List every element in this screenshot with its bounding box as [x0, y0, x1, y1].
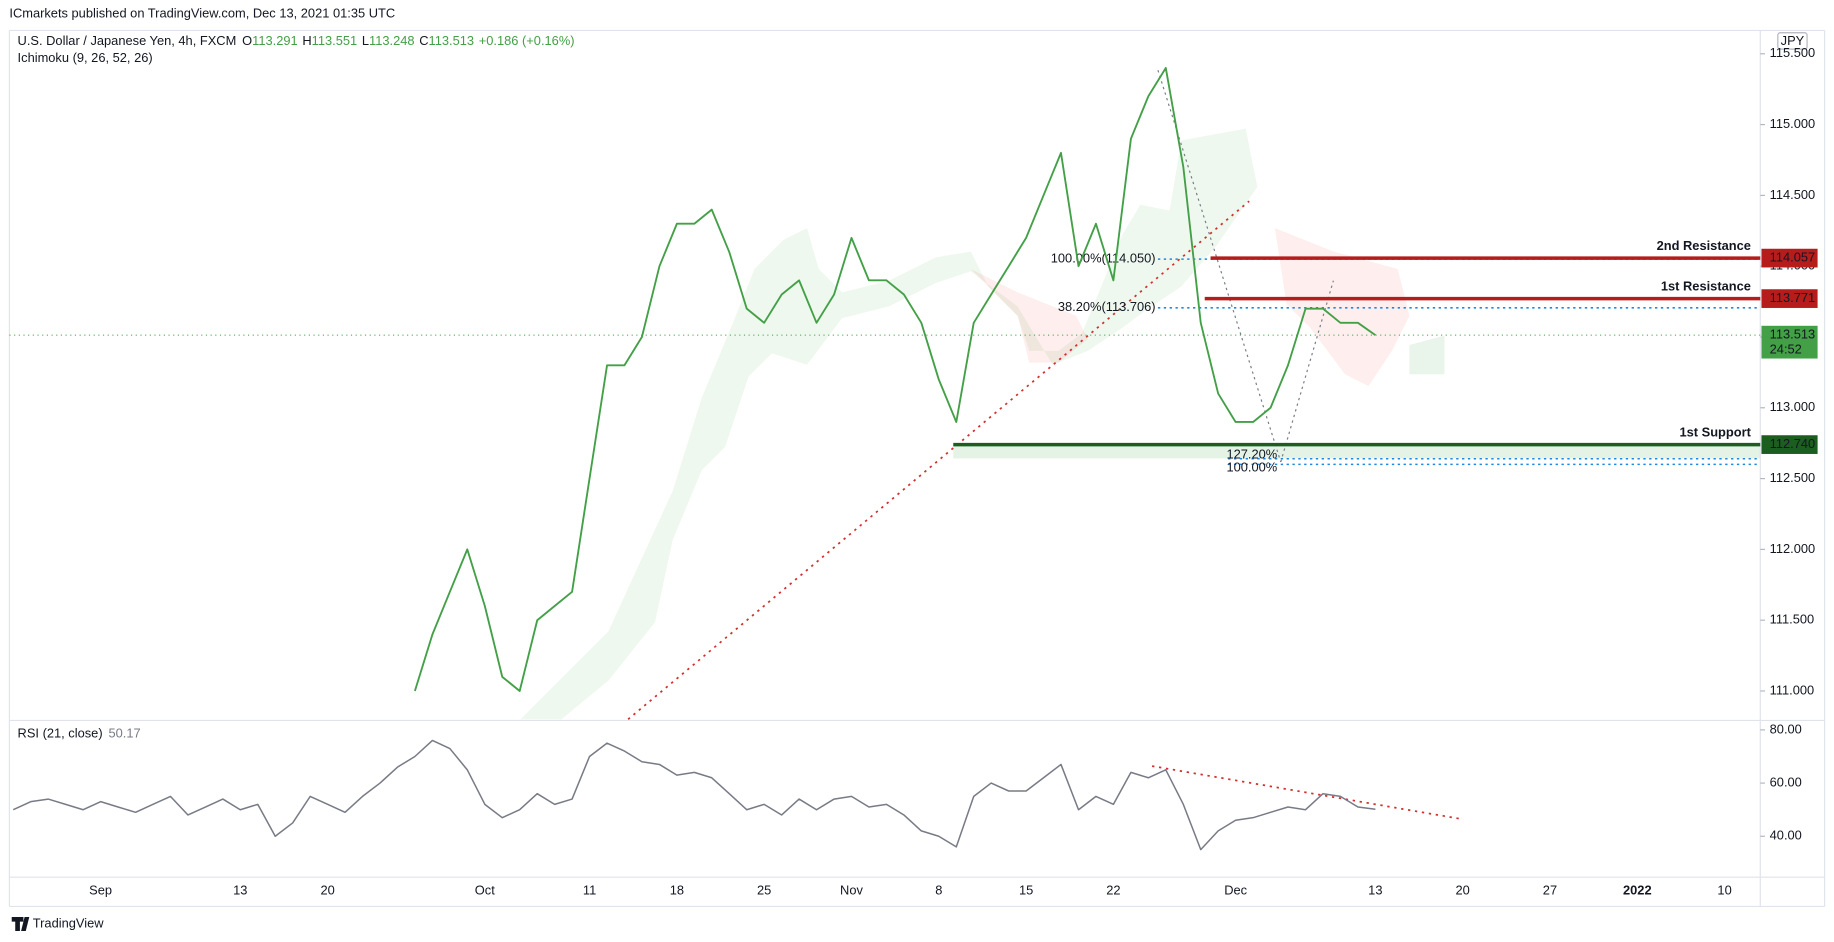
y-tick-label: 111.500: [1770, 612, 1815, 627]
rsi-trendline: [1151, 765, 1460, 820]
x-tick-label: Oct: [475, 883, 495, 898]
symbol-title: U.S. Dollar / Japanese Yen, 4h, FXCM: [18, 33, 237, 48]
y-tick-label: 114.500: [1770, 187, 1816, 202]
ichimoku-cloud: [520, 128, 1258, 720]
x-tick-label: 27: [1543, 883, 1557, 898]
rsi-line: [12, 739, 1376, 851]
x-tick-label: Dec: [1224, 883, 1247, 898]
fib-label: 100.00%: [1226, 459, 1277, 474]
ichimoku-cloud: [970, 269, 1088, 363]
level-badge: [1761, 289, 1818, 308]
x-tick-label: 25: [757, 883, 771, 898]
trendline: [627, 200, 1250, 720]
price-change: +0.186 (+0.16%): [479, 33, 575, 48]
y-tick-label: 111.000: [1770, 682, 1815, 697]
level-value: 114.057: [1770, 249, 1816, 264]
support-zone: [953, 444, 1761, 459]
footer: TradingView: [33, 915, 104, 930]
level-label: 1st Support: [1679, 424, 1751, 439]
fib-trendline: [1280, 280, 1334, 463]
price-line: [413, 67, 1376, 692]
rsi-name: RSI (21, close): [18, 726, 103, 741]
ohlc-value: 113.248: [369, 33, 415, 48]
y-tick-label: 113.000: [1770, 399, 1816, 414]
x-tick-label: 22: [1106, 883, 1120, 898]
x-tick-label: 18: [670, 883, 684, 898]
x-tick-label: 8: [935, 883, 942, 898]
publisher: ICmarkets published on TradingView.com, …: [9, 5, 395, 20]
y-tick-label: 112.500: [1770, 470, 1816, 485]
fib-label: 38.20%(113.706): [1058, 299, 1156, 314]
x-tick-label: 20: [1456, 883, 1470, 898]
fib-label: 127.20%: [1226, 447, 1277, 462]
currency-box: [1777, 32, 1808, 50]
ohlc-value: 113.551: [312, 33, 358, 48]
level-badge: [1761, 435, 1818, 454]
ohlc-label: O: [242, 33, 252, 48]
y-tick-label: 115.500: [1770, 45, 1816, 60]
rsi-last-value: 50.17: [108, 726, 140, 741]
ichimoku-cloud: [1274, 228, 1410, 386]
currency: JPY: [1781, 33, 1805, 48]
ohlc-label: L: [362, 33, 369, 48]
ohlc-label: C: [419, 33, 428, 48]
x-tick-label: 11: [583, 883, 596, 898]
x-tick-label: 13: [233, 883, 247, 898]
y-tick-label: 60.00: [1770, 774, 1802, 789]
last-price-time: 24:52: [1770, 342, 1802, 357]
y-tick-label: 115.000: [1770, 116, 1816, 131]
level-label: 2nd Resistance: [1657, 238, 1751, 253]
x-tick-label: 10: [1717, 883, 1731, 898]
ichimoku-cloud: [1409, 335, 1445, 375]
x-tick-label: Nov: [840, 883, 863, 898]
x-tick-label: 13: [1368, 883, 1382, 898]
level-value: 112.740: [1770, 436, 1816, 451]
level-label: 1st Resistance: [1661, 278, 1751, 293]
x-tick-label: 15: [1019, 883, 1033, 898]
ohlc-value: 113.513: [429, 33, 475, 48]
rsi-title: RSI (21, close) 50.17: [18, 726, 141, 741]
logo: [11, 916, 30, 932]
x-tick-label: 20: [320, 883, 334, 898]
y-tick-label: 40.00: [1770, 828, 1802, 843]
fib-trendline: [1157, 70, 1282, 463]
x-tick-label: Sep: [89, 883, 112, 898]
level-value: 113.771: [1770, 290, 1816, 305]
level-badge: [1761, 248, 1818, 268]
last-price-badge: [1761, 325, 1818, 359]
ohlc-label: H: [302, 33, 311, 48]
ohlc-value: 113.291: [252, 33, 298, 48]
symbol-header: U.S. Dollar / Japanese Yen, 4h, FXCM O113…: [18, 33, 575, 48]
y-tick-label: 80.00: [1770, 721, 1802, 736]
last-price-value: 113.513: [1770, 327, 1816, 342]
indicator-label: Ichimoku (9, 26, 52, 26): [18, 50, 153, 65]
y-tick-label: 112.000: [1770, 541, 1816, 556]
x-tick-label: 2022: [1623, 883, 1652, 898]
fib-label: 100.00%(114.050): [1051, 250, 1156, 265]
